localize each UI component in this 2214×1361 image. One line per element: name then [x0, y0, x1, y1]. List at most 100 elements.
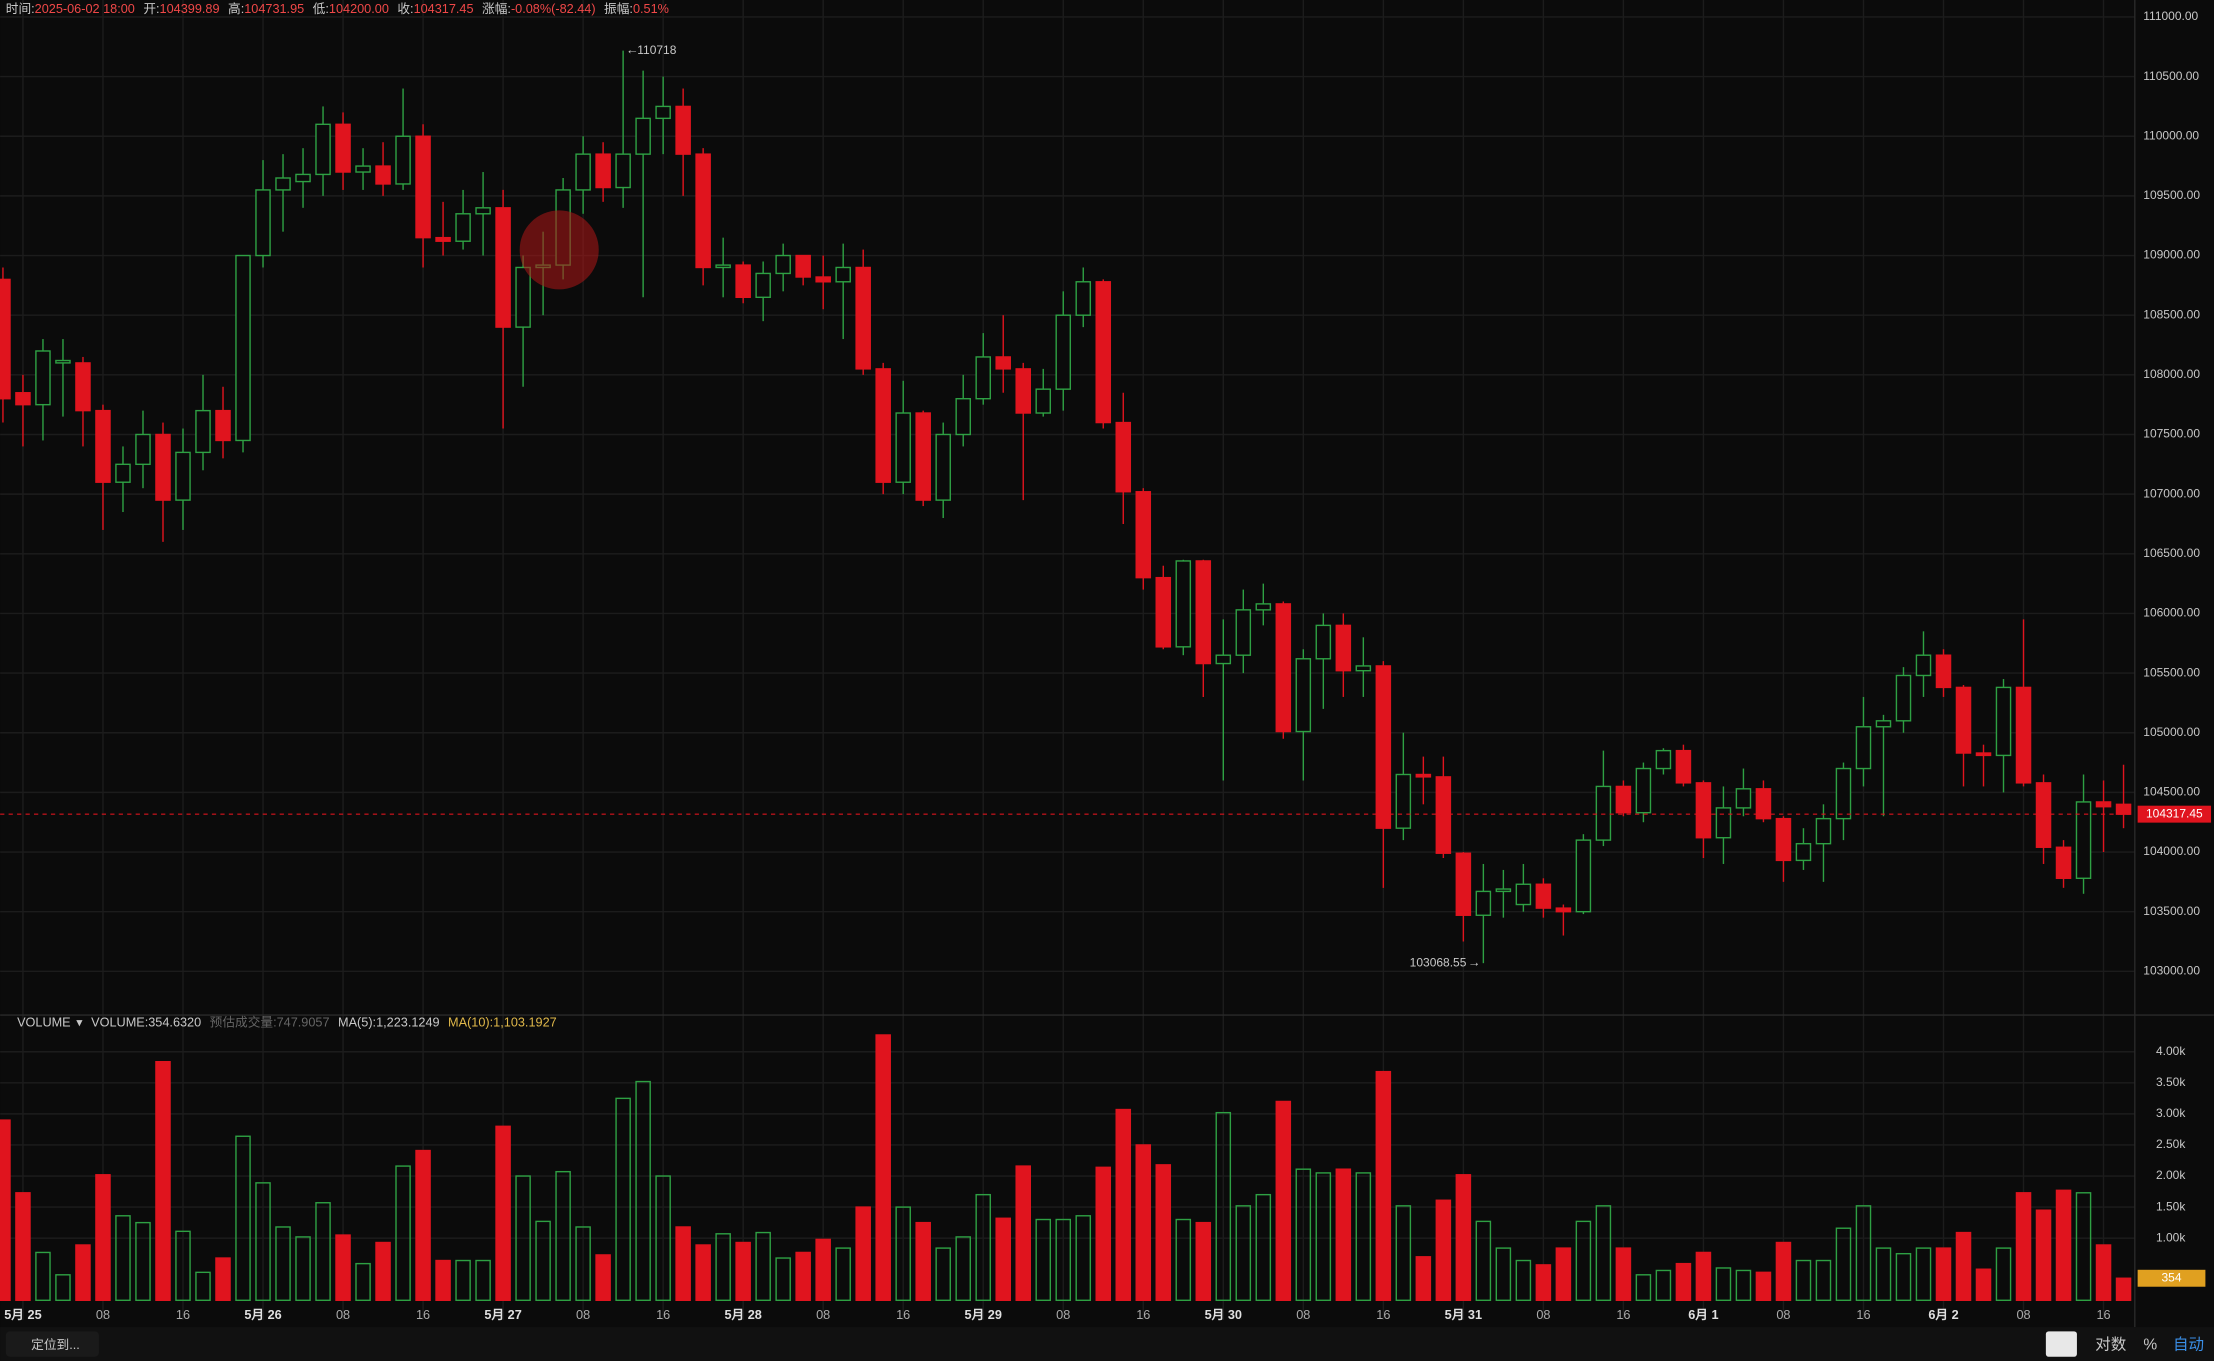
- volume-bar: [115, 1215, 131, 1301]
- readout-value: 0.51%: [633, 2, 669, 16]
- candle-body: [1635, 767, 1652, 814]
- volume-bar: [175, 1230, 191, 1301]
- readout-label: 开:: [143, 2, 159, 16]
- cursor-highlight: [519, 210, 599, 290]
- x-tick-label: 6月 1: [1688, 1308, 1718, 1322]
- locate-text[interactable]: 定位到...: [31, 1338, 80, 1352]
- x-tick-label: 16: [656, 1308, 670, 1322]
- volume-bar: [75, 1244, 91, 1301]
- candle-body: [1215, 654, 1232, 665]
- y-tick-label: 109500.00: [2143, 188, 2200, 202]
- volume-bar: [1475, 1220, 1492, 1301]
- high-arrow: ←: [626, 43, 639, 57]
- x-tick-label: 16: [416, 1308, 430, 1322]
- volume-legend-label: VOLUME:: [91, 1016, 148, 1030]
- candle-body: [635, 117, 651, 155]
- candle-body: [735, 264, 751, 299]
- volume-legend-label: MA(5):: [338, 1016, 376, 1030]
- x-tick-label: 16: [176, 1308, 190, 1322]
- volume-tag: [2137, 1269, 2206, 1287]
- volume-bar: [1335, 1168, 1352, 1301]
- candle-body: [1095, 281, 1112, 424]
- candle-body: [495, 207, 511, 328]
- candle-body: [1915, 654, 1932, 677]
- candle-body: [1395, 773, 1412, 829]
- candle-body: [1835, 767, 1852, 820]
- candle-body: [1235, 609, 1252, 656]
- x-tick-label: 16: [2096, 1308, 2110, 1322]
- percent-button[interactable]: %: [2143, 1337, 2157, 1354]
- volume-bar: [1715, 1267, 1732, 1301]
- volume-bar: [1515, 1259, 1532, 1301]
- candle-body: [835, 266, 851, 283]
- volume-bar: [1395, 1205, 1412, 1301]
- x-tick-label: 16: [1856, 1308, 1870, 1322]
- candle-body: [315, 123, 331, 176]
- volume-tick-label: 1.50k: [2156, 1199, 2186, 1213]
- readout-value: 104731.95: [244, 2, 304, 16]
- volume-bar: [875, 1034, 891, 1301]
- volume-bar: [555, 1170, 571, 1301]
- volume-tick-label: 3.50k: [2156, 1075, 2186, 1089]
- candle-body: [1995, 686, 2012, 757]
- candle-body: [1035, 388, 1052, 414]
- volume-bar: [295, 1236, 311, 1301]
- volume-bar: [655, 1175, 671, 1301]
- y-tick-label: 105000.00: [2143, 725, 2200, 739]
- candle-body: [1495, 888, 1512, 893]
- last-price-tag: [2137, 805, 2212, 823]
- volume-bar: [395, 1165, 411, 1301]
- volume-bar: [135, 1221, 151, 1301]
- volume-bar: [1355, 1172, 1372, 1301]
- volume-bar: [1795, 1259, 1812, 1301]
- auto-button[interactable]: 自动: [2173, 1336, 2204, 1354]
- volume-bar: [475, 1259, 491, 1301]
- y-tick-label: 104000.00: [2143, 844, 2200, 858]
- candle-body: [195, 409, 211, 454]
- volume-bar: [1135, 1144, 1152, 1301]
- edit-button[interactable]: [2045, 1331, 2077, 1357]
- candle-body: [1115, 421, 1132, 493]
- volume-bar: [35, 1251, 51, 1301]
- volume-bar: [1635, 1274, 1652, 1301]
- volume-legend-value: 1,223.1249: [376, 1016, 439, 1030]
- candle-body: [1855, 726, 1872, 770]
- x-tick-label: 5月 30: [1205, 1308, 1242, 1322]
- readout-value: 2025-06-02 18:00: [35, 2, 135, 16]
- volume-bar: [55, 1274, 71, 1301]
- candle-body: [575, 153, 591, 191]
- candle-body: [215, 409, 231, 442]
- volume-bar: [935, 1247, 951, 1301]
- x-tick-label: 5月 27: [484, 1308, 521, 1322]
- candle-body: [235, 254, 251, 442]
- y-tick-label: 111000.00: [2143, 9, 2198, 23]
- readout-value: 104399.89: [160, 2, 220, 16]
- candle-body: [1295, 658, 1312, 733]
- volume-bar: [355, 1262, 371, 1301]
- x-tick-label: 08: [1056, 1308, 1070, 1322]
- candle-body: [95, 409, 111, 483]
- volume-legend-value: 747.9057: [277, 1016, 330, 1030]
- x-tick-label: 08: [336, 1308, 350, 1322]
- volume-bar: [1915, 1247, 1932, 1301]
- volume-bar: [415, 1149, 431, 1301]
- grid: [0, 0, 2135, 1321]
- readout-value: -0.08%(-82.44): [511, 2, 596, 16]
- volume-bar: [735, 1241, 751, 1301]
- volume-bar: [1935, 1247, 1952, 1301]
- candle-body: [695, 153, 711, 269]
- volume-bar: [1495, 1247, 1512, 1301]
- log-button[interactable]: 对数: [2095, 1336, 2127, 1354]
- volume-bar: [1455, 1174, 1472, 1301]
- volume-bar: [1275, 1100, 1292, 1301]
- candle-body: [1695, 782, 1712, 839]
- candle-body: [975, 356, 991, 400]
- volume-bar: [255, 1182, 271, 1301]
- volume-bar: [1235, 1205, 1252, 1301]
- candle-body: [1515, 883, 1532, 906]
- candle-body: [1675, 749, 1692, 784]
- locate-button[interactable]: [5, 1331, 99, 1357]
- candle-body: [2095, 801, 2112, 808]
- volume-bar: [615, 1097, 631, 1301]
